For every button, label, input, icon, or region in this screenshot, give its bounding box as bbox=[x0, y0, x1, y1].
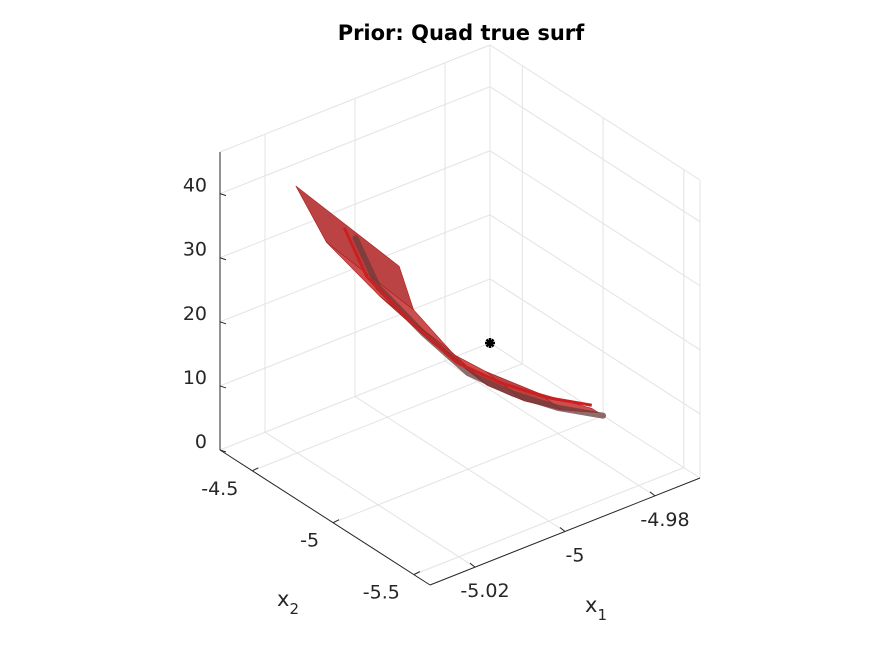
x2-tick bbox=[332, 519, 340, 524]
grid-line bbox=[219, 150, 491, 259]
z-tick-label: 20 bbox=[183, 303, 207, 325]
z-tick-label: 10 bbox=[183, 367, 207, 389]
grid-line bbox=[219, 278, 491, 387]
grid-line bbox=[219, 342, 491, 451]
grid-line bbox=[489, 86, 701, 223]
x2-tick bbox=[252, 467, 259, 472]
axes-grid bbox=[219, 44, 701, 576]
x2-tick-label: -5 bbox=[300, 530, 319, 552]
surface-ridge bbox=[342, 227, 593, 407]
x1-tick bbox=[559, 527, 566, 532]
axis-ticks: 0 10 20 30 40 -4.5 -5 -5.5 -5.02 -5 -4.98 bbox=[183, 152, 701, 604]
x1-axis-label-sub: 1 bbox=[597, 606, 607, 624]
z-tick-label: 0 bbox=[195, 431, 207, 453]
z-tick bbox=[219, 321, 227, 325]
grid-line bbox=[489, 44, 701, 181]
x1-axis-label: x1 bbox=[585, 593, 607, 624]
z-tick-label: 30 bbox=[183, 239, 207, 261]
grid-line bbox=[444, 360, 656, 497]
grid-line bbox=[264, 431, 476, 568]
grid-line bbox=[354, 396, 566, 532]
grid-line bbox=[489, 150, 701, 287]
x1-tick bbox=[649, 491, 656, 497]
x2-axis-label-main: x bbox=[277, 587, 289, 611]
grid-line bbox=[219, 86, 491, 195]
z-tick bbox=[219, 385, 227, 389]
x1-tick bbox=[469, 562, 476, 568]
prior-marker bbox=[485, 338, 495, 348]
x1-tick-label: -4.98 bbox=[640, 509, 689, 531]
grid-line bbox=[489, 214, 701, 351]
z-tick-label: 40 bbox=[183, 175, 207, 197]
chart-title: Prior: Quad true surf bbox=[338, 21, 585, 45]
z-tick bbox=[219, 449, 227, 453]
x1-tick-label: -5.02 bbox=[460, 580, 509, 602]
x2-axis-label: x2 bbox=[277, 587, 299, 618]
grid-line bbox=[252, 363, 523, 472]
marker-stroke bbox=[485, 338, 495, 348]
x2-tick-label: -5.5 bbox=[363, 582, 400, 604]
z-tick bbox=[219, 257, 227, 261]
x2-tick-label: -4.5 bbox=[201, 478, 238, 500]
surface-plot bbox=[295, 185, 607, 419]
grid-line bbox=[489, 278, 701, 415]
grid-line bbox=[332, 415, 604, 524]
z-tick bbox=[219, 193, 227, 197]
x2-tick bbox=[413, 571, 421, 576]
x2-axis-label-sub: 2 bbox=[289, 600, 299, 618]
x1-tick-label: -5 bbox=[566, 545, 585, 567]
x2-axis-line bbox=[219, 449, 431, 586]
grid-line bbox=[413, 467, 685, 576]
x1-axis-label-main: x bbox=[585, 593, 597, 617]
